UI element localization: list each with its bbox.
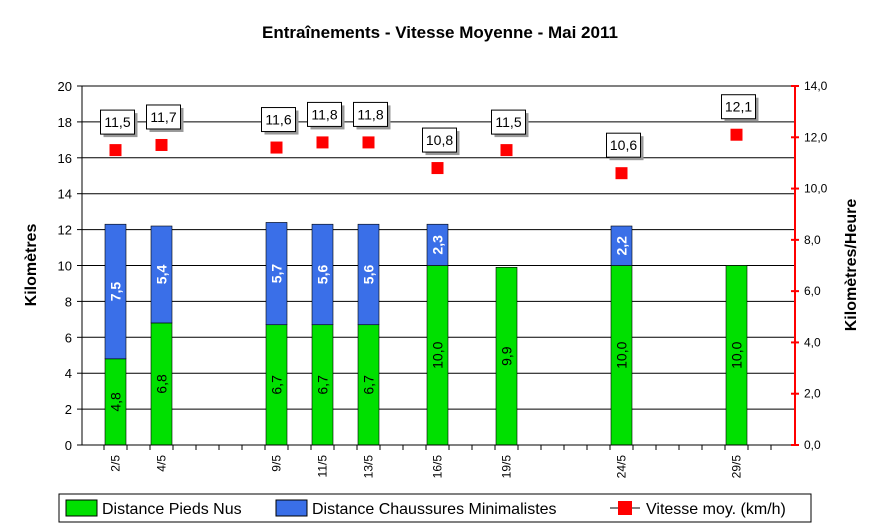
bar-label-barefoot: 10,0 bbox=[430, 341, 446, 368]
speed-label: 10,6 bbox=[610, 137, 637, 153]
speed-label: 11,7 bbox=[150, 109, 176, 125]
bar-minimal bbox=[104, 223, 127, 360]
legend-label-barefoot: Distance Pieds Nus bbox=[102, 501, 242, 518]
y2-tick-label: 2,0 bbox=[804, 387, 821, 401]
speed-label-box bbox=[606, 132, 641, 158]
bar-minimal bbox=[311, 223, 334, 326]
speed-marker bbox=[431, 162, 444, 175]
speed-label-box bbox=[422, 127, 457, 153]
y2-tick-label: 10,0 bbox=[804, 182, 828, 196]
y-tick-label: 2 bbox=[65, 402, 72, 417]
bar-label-minimal: 2,2 bbox=[614, 236, 630, 256]
y-tick-label: 16 bbox=[58, 151, 72, 166]
speed-label-box bbox=[307, 101, 342, 127]
y2-axis-title: Kilomètres/Heure bbox=[843, 199, 860, 332]
speed-label-box bbox=[146, 104, 181, 130]
speed-series: 11,5 11,7 11,6 11,8 11,8 10,8 11,5 10,6 12,1 bbox=[100, 94, 759, 180]
speed-label: 12,1 bbox=[725, 99, 752, 115]
y2-tick-label: 12,0 bbox=[804, 130, 828, 144]
x-tick-label: 24/5 bbox=[615, 455, 629, 479]
y-tick-label: 8 bbox=[65, 294, 72, 309]
y2-tick-label: 14,0 bbox=[804, 79, 828, 93]
legend: Distance Pieds Nus Distance Chaussures M… bbox=[58, 493, 812, 523]
speed-label-box bbox=[353, 101, 388, 127]
speed-label: 11,8 bbox=[311, 106, 337, 122]
bar-label-barefoot: 4,8 bbox=[108, 392, 124, 412]
bar-label-barefoot: 6,8 bbox=[154, 374, 170, 394]
legend-marker-speed bbox=[618, 501, 632, 515]
legend-swatch-barefoot bbox=[65, 499, 98, 517]
speed-label: 10,8 bbox=[426, 132, 453, 148]
bar-label-barefoot: 6,7 bbox=[269, 375, 285, 395]
speed-marker bbox=[109, 144, 122, 157]
bar-minimal bbox=[265, 222, 288, 326]
y-axis-title: Kilomètres bbox=[23, 224, 40, 307]
y2-tick-label: 8,0 bbox=[804, 233, 821, 247]
bar-label-minimal: 5,7 bbox=[269, 264, 285, 284]
bar-label-minimal: 7,5 bbox=[108, 282, 124, 302]
y-tick-label: 10 bbox=[58, 259, 72, 274]
bar-label-minimal: 2,3 bbox=[430, 235, 446, 255]
y-tick-label: 6 bbox=[65, 330, 72, 345]
y-tick-label: 14 bbox=[58, 187, 72, 202]
x-tick-label: 4/5 bbox=[155, 455, 169, 472]
bar-label-barefoot: 6,7 bbox=[315, 375, 331, 395]
bar-label-minimal: 5,4 bbox=[154, 265, 170, 285]
axes: 0 2 4 6 8 10 12 14 16 18 20 0,0 2,0 4,0 6,0 8,0 10,0 12,0… bbox=[58, 79, 828, 478]
x-tick-label: 11/5 bbox=[316, 455, 330, 478]
x-tick-label: 19/5 bbox=[500, 455, 514, 479]
y2-tick-label: 4,0 bbox=[804, 335, 821, 349]
bar-label-barefoot: 6,7 bbox=[361, 375, 377, 395]
bar-label-barefoot: 10,0 bbox=[729, 341, 745, 368]
speed-marker bbox=[730, 128, 743, 141]
y-tick-label: 18 bbox=[58, 115, 72, 130]
speed-marker bbox=[615, 167, 628, 180]
y2-tick-label: 0,0 bbox=[804, 438, 821, 452]
speed-label-box bbox=[261, 107, 296, 133]
y-tick-label: 12 bbox=[58, 223, 72, 238]
y-tick-label: 4 bbox=[65, 366, 72, 381]
bar-minimal bbox=[610, 225, 633, 266]
bar-label-barefoot: 9,9 bbox=[499, 346, 515, 366]
x-tick-label: 9/5 bbox=[270, 455, 284, 472]
x-tick-label: 29/5 bbox=[730, 455, 744, 479]
bar-label-minimal: 5,6 bbox=[315, 265, 331, 285]
y-tick-label: 20 bbox=[58, 79, 72, 94]
legend-box bbox=[58, 493, 812, 523]
speed-label: 11,8 bbox=[357, 106, 383, 122]
legend-label-minimal: Distance Chaussures Minimalistes bbox=[312, 501, 557, 518]
speed-label-box bbox=[491, 109, 526, 135]
speed-label: 11,5 bbox=[104, 114, 130, 130]
speed-marker bbox=[270, 141, 283, 154]
legend-swatch-minimal bbox=[275, 499, 308, 517]
chart-title: Entraînements - Vitesse Moyenne - Mai 20… bbox=[262, 23, 618, 42]
speed-label: 11,5 bbox=[495, 114, 521, 130]
speed-marker bbox=[316, 136, 329, 149]
bar-label-barefoot: 10,0 bbox=[614, 341, 630, 368]
bar-minimal bbox=[426, 223, 449, 266]
speed-marker bbox=[500, 144, 513, 157]
y-tick-label: 0 bbox=[65, 438, 72, 453]
x-tick-label: 2/5 bbox=[109, 455, 123, 472]
speed-marker bbox=[155, 138, 168, 151]
bar-minimal bbox=[150, 225, 173, 324]
y2-tick-label: 6,0 bbox=[804, 284, 821, 298]
legend-label-speed: Vitesse moy. (km/h) bbox=[646, 501, 786, 518]
x-tick-label: 13/5 bbox=[362, 455, 376, 479]
speed-label-box bbox=[721, 94, 756, 120]
speed-label-box bbox=[100, 109, 135, 135]
x-tick-label: 16/5 bbox=[431, 455, 445, 479]
bar-minimal bbox=[357, 223, 380, 326]
bar-series: 4,8 7,5 6,8 5,4 6,7 5,7 6,7 5,6 6,7 5,6 10,0 2,3 9,9… bbox=[104, 222, 748, 446]
speed-label: 11,6 bbox=[265, 112, 291, 128]
bar-label-minimal: 5,6 bbox=[361, 265, 377, 285]
speed-marker bbox=[362, 136, 375, 149]
